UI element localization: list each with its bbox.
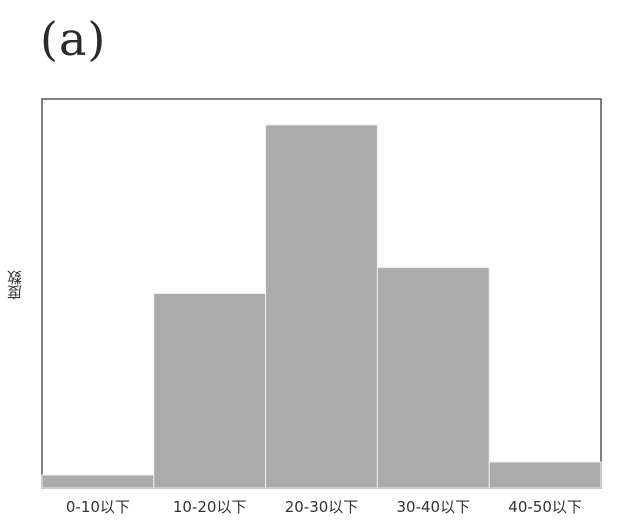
x-tick-label: 0-10以下 <box>66 498 130 516</box>
x-tick-labels: 0-10以下 10-20以下 20-30以下 30-40以下 40-50以下 <box>66 498 582 516</box>
x-tick-label: 10-20以下 <box>173 498 247 516</box>
bar-40-50以下 <box>488 461 602 489</box>
bar-20-30以下 <box>265 124 378 489</box>
panel-label: (a) <box>40 12 107 66</box>
x-tick-label: 20-30以下 <box>285 498 359 516</box>
x-tick-label: 30-40以下 <box>397 498 471 516</box>
bar-0-10以下 <box>41 474 155 489</box>
bar-10-20以下 <box>153 293 267 489</box>
bars-group <box>41 124 602 489</box>
bar-30-40以下 <box>376 267 490 489</box>
x-tick-label: 40-50以下 <box>508 498 582 516</box>
